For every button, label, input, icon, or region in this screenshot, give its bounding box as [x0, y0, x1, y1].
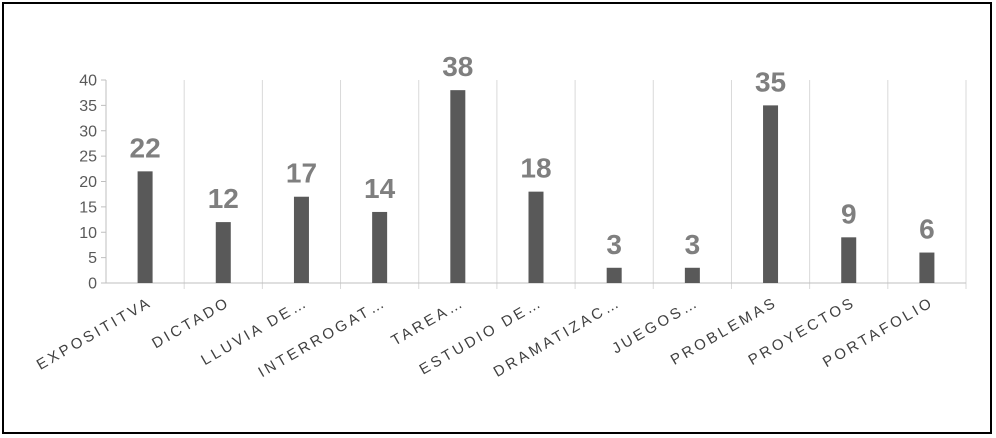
bars [137, 90, 935, 284]
y-tick-label: 30 [79, 123, 97, 140]
y-tick-label: 15 [79, 199, 97, 216]
x-category-label: DRAMATIZAC… [491, 294, 625, 381]
data-label: 3 [606, 229, 622, 260]
bar [293, 196, 309, 283]
bar [450, 90, 466, 284]
bar [841, 237, 857, 283]
grid-lines [183, 80, 967, 289]
data-label: 35 [755, 66, 786, 97]
data-label: 9 [841, 198, 857, 229]
x-category-label: INTERROGAT… [255, 294, 389, 381]
data-label: 38 [442, 51, 473, 82]
y-tick-label: 40 [79, 73, 97, 90]
y-tick-label: 25 [79, 149, 97, 166]
bar [215, 222, 231, 283]
data-label: 12 [208, 183, 239, 214]
y-tick-label: 0 [88, 276, 97, 293]
bar [137, 171, 153, 283]
data-label: 6 [919, 214, 935, 245]
y-tick-label: 10 [79, 225, 97, 242]
bar [684, 267, 700, 283]
bar [372, 211, 388, 283]
data-label: 18 [520, 153, 551, 184]
data-label: 14 [364, 173, 396, 204]
y-tick-labels: 0 5 10 15 20 25 30 35 40 [79, 73, 97, 293]
y-tick-label: 35 [79, 98, 97, 115]
y-tick-label: 20 [79, 174, 97, 191]
bar [919, 252, 935, 283]
data-labels: 22 12 17 14 38 18 3 3 35 9 6 [130, 51, 935, 260]
x-category-label: EXPOSITITVA [34, 294, 155, 374]
bar-chart: 22 12 17 14 38 18 3 3 35 9 6 0 5 10 15 20 25 30 35 40 EXPO… [34, 51, 967, 381]
data-label: 22 [130, 132, 161, 163]
data-label: 17 [286, 158, 317, 189]
bar [528, 191, 544, 283]
y-tick-label: 5 [88, 250, 97, 267]
bar [763, 105, 779, 283]
bar [606, 267, 622, 283]
data-label: 3 [685, 229, 701, 260]
